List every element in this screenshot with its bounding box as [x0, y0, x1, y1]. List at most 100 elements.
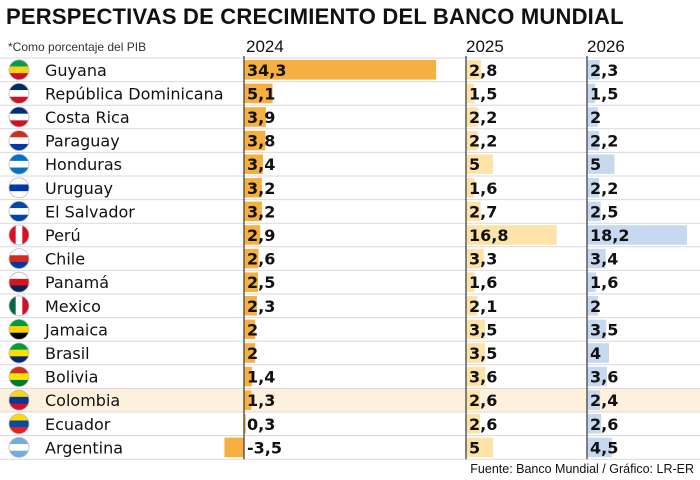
flag-ecuador-icon [8, 413, 30, 435]
bar-2026-argentina [587, 437, 612, 458]
value-label-2026-bolivia: 3,6 [590, 368, 618, 387]
bar-2025-peru [466, 225, 557, 245]
flag-peru-icon [8, 224, 30, 246]
flag-mexico-icon [8, 295, 30, 317]
bar-2024-panama [244, 272, 258, 292]
value-label-2025-guyana: 2,8 [469, 61, 497, 80]
chart-title: PERSPECTIVAS DE CRECIMIENTO DEL BANCO MU… [6, 4, 624, 29]
flag-guyana-icon [8, 59, 30, 81]
bar-2024-mexico [244, 296, 257, 316]
bar-2024-brasil [244, 343, 256, 363]
bar-2025-panama [466, 272, 475, 292]
country-label-bolivia: Bolivia [45, 368, 98, 387]
flag-costa-rica-icon [8, 106, 30, 128]
value-label-2024-peru: 2,9 [247, 226, 275, 245]
bar-2026-honduras [587, 154, 615, 174]
country-label-mexico: Mexico [45, 297, 101, 316]
country-label-uruguay: Uruguay [45, 179, 113, 198]
bar-2025-bolivia [466, 366, 486, 387]
flag-paraguay-icon [8, 130, 30, 152]
country-label-paraguay: Paraguay [45, 132, 120, 151]
flag-bolivia-icon [8, 366, 30, 388]
value-label-2024-mexico: 2,3 [247, 297, 275, 316]
value-label-2024-paraguay: 3,8 [247, 132, 275, 151]
bar-2024-peru [244, 225, 261, 245]
value-label-2024-colombia: 1,3 [247, 391, 275, 410]
bar-2025-jamaica [466, 319, 485, 340]
value-label-2026-jamaica: 3,5 [590, 320, 618, 339]
value-label-2025-mexico: 2,1 [469, 297, 497, 316]
value-label-2024-jamaica: 2 [247, 320, 258, 339]
bar-2025-argentina [466, 437, 493, 458]
bar-2025-chile [466, 248, 484, 269]
value-label-2025-panama: 1,6 [469, 273, 497, 292]
value-label-2026-honduras: 5 [590, 155, 601, 174]
bar-2026-mexico [587, 296, 598, 316]
value-label-2025-republica-dominicana: 1,5 [469, 84, 497, 103]
bar-2024-bolivia [244, 366, 252, 387]
flag-argentina-icon [8, 436, 30, 458]
country-label-chile: Chile [45, 250, 85, 269]
value-label-2025-jamaica: 3,5 [469, 320, 497, 339]
bar-2026-brasil [587, 343, 609, 363]
bar-2024-guyana [244, 60, 437, 80]
value-label-2024-guyana: 34,3 [247, 61, 286, 80]
value-label-2024-panama: 2,5 [247, 273, 275, 292]
value-label-2025-colombia: 2,6 [469, 391, 497, 410]
bar-2026-costa-rica [587, 107, 598, 127]
flag-jamaica-icon [8, 318, 30, 340]
value-label-2025-chile: 3,3 [469, 250, 497, 269]
bar-2026-colombia [587, 390, 601, 410]
bar-2024-costa-rica [244, 107, 266, 127]
bar-2026-bolivia [587, 366, 607, 387]
value-label-2025-honduras: 5 [469, 155, 480, 174]
bar-2026-uruguay [587, 178, 600, 198]
bar-2025-el-salvador [466, 201, 481, 222]
value-label-2026-brasil: 4 [590, 344, 601, 363]
flag-brazil-icon [8, 342, 30, 364]
country-label-ecuador: Ecuador [45, 415, 111, 434]
year-header-2024: 2024 [246, 37, 284, 56]
bar-2024-uruguay [244, 178, 262, 198]
flag-chile-icon [8, 248, 30, 270]
bar-2024-chile [244, 248, 259, 269]
country-label-peru: Perú [45, 226, 81, 245]
flag-colombia-icon [8, 389, 30, 411]
value-label-2025-costa-rica: 2,2 [469, 108, 497, 127]
bar-2025-uruguay [466, 178, 475, 198]
value-label-2026-guyana: 2,3 [590, 61, 618, 80]
country-label-honduras: Honduras [45, 155, 122, 174]
row-highlight-colombia [0, 388, 700, 412]
value-label-2024-chile: 2,6 [247, 250, 275, 269]
bar-2024-jamaica [244, 319, 256, 340]
value-label-2026-el-salvador: 2,5 [590, 202, 618, 221]
value-label-2024-honduras: 3,4 [247, 155, 275, 174]
country-label-costa-rica: Costa Rica [45, 108, 130, 127]
bar-2026-jamaica [587, 319, 607, 340]
value-label-2026-panama: 1,6 [590, 273, 618, 292]
value-label-2026-costa-rica: 2 [590, 108, 601, 127]
chart-note: *Como porcentaje del PIB [8, 40, 147, 54]
bar-2025-paraguay [466, 130, 478, 151]
flag-dominican-republic-icon [8, 83, 30, 104]
value-label-2026-peru: 18,2 [590, 226, 629, 245]
value-label-2026-republica-dominicana: 1,5 [590, 84, 618, 103]
value-label-2025-argentina: 5 [469, 438, 480, 457]
value-label-2025-uruguay: 1,6 [469, 179, 497, 198]
bar-2024-honduras [244, 154, 264, 174]
value-label-2024-brasil: 2 [247, 344, 258, 363]
country-label-colombia: Colombia [45, 391, 120, 410]
value-label-2026-uruguay: 2,2 [590, 179, 618, 198]
value-label-2025-bolivia: 3,6 [469, 368, 497, 387]
bar-2026-panama [587, 272, 596, 292]
value-label-2024-el-salvador: 3,2 [247, 202, 275, 221]
country-label-brasil: Brasil [45, 344, 90, 363]
value-label-2025-ecuador: 2,6 [469, 415, 497, 434]
bar-2025-ecuador [466, 414, 481, 434]
value-label-2024-uruguay: 3,2 [247, 179, 275, 198]
value-label-2026-ecuador: 2,6 [590, 415, 618, 434]
value-label-2025-brasil: 3,5 [469, 344, 497, 363]
flag-panama-icon [8, 271, 30, 293]
value-label-2026-paraguay: 2,2 [590, 132, 618, 151]
